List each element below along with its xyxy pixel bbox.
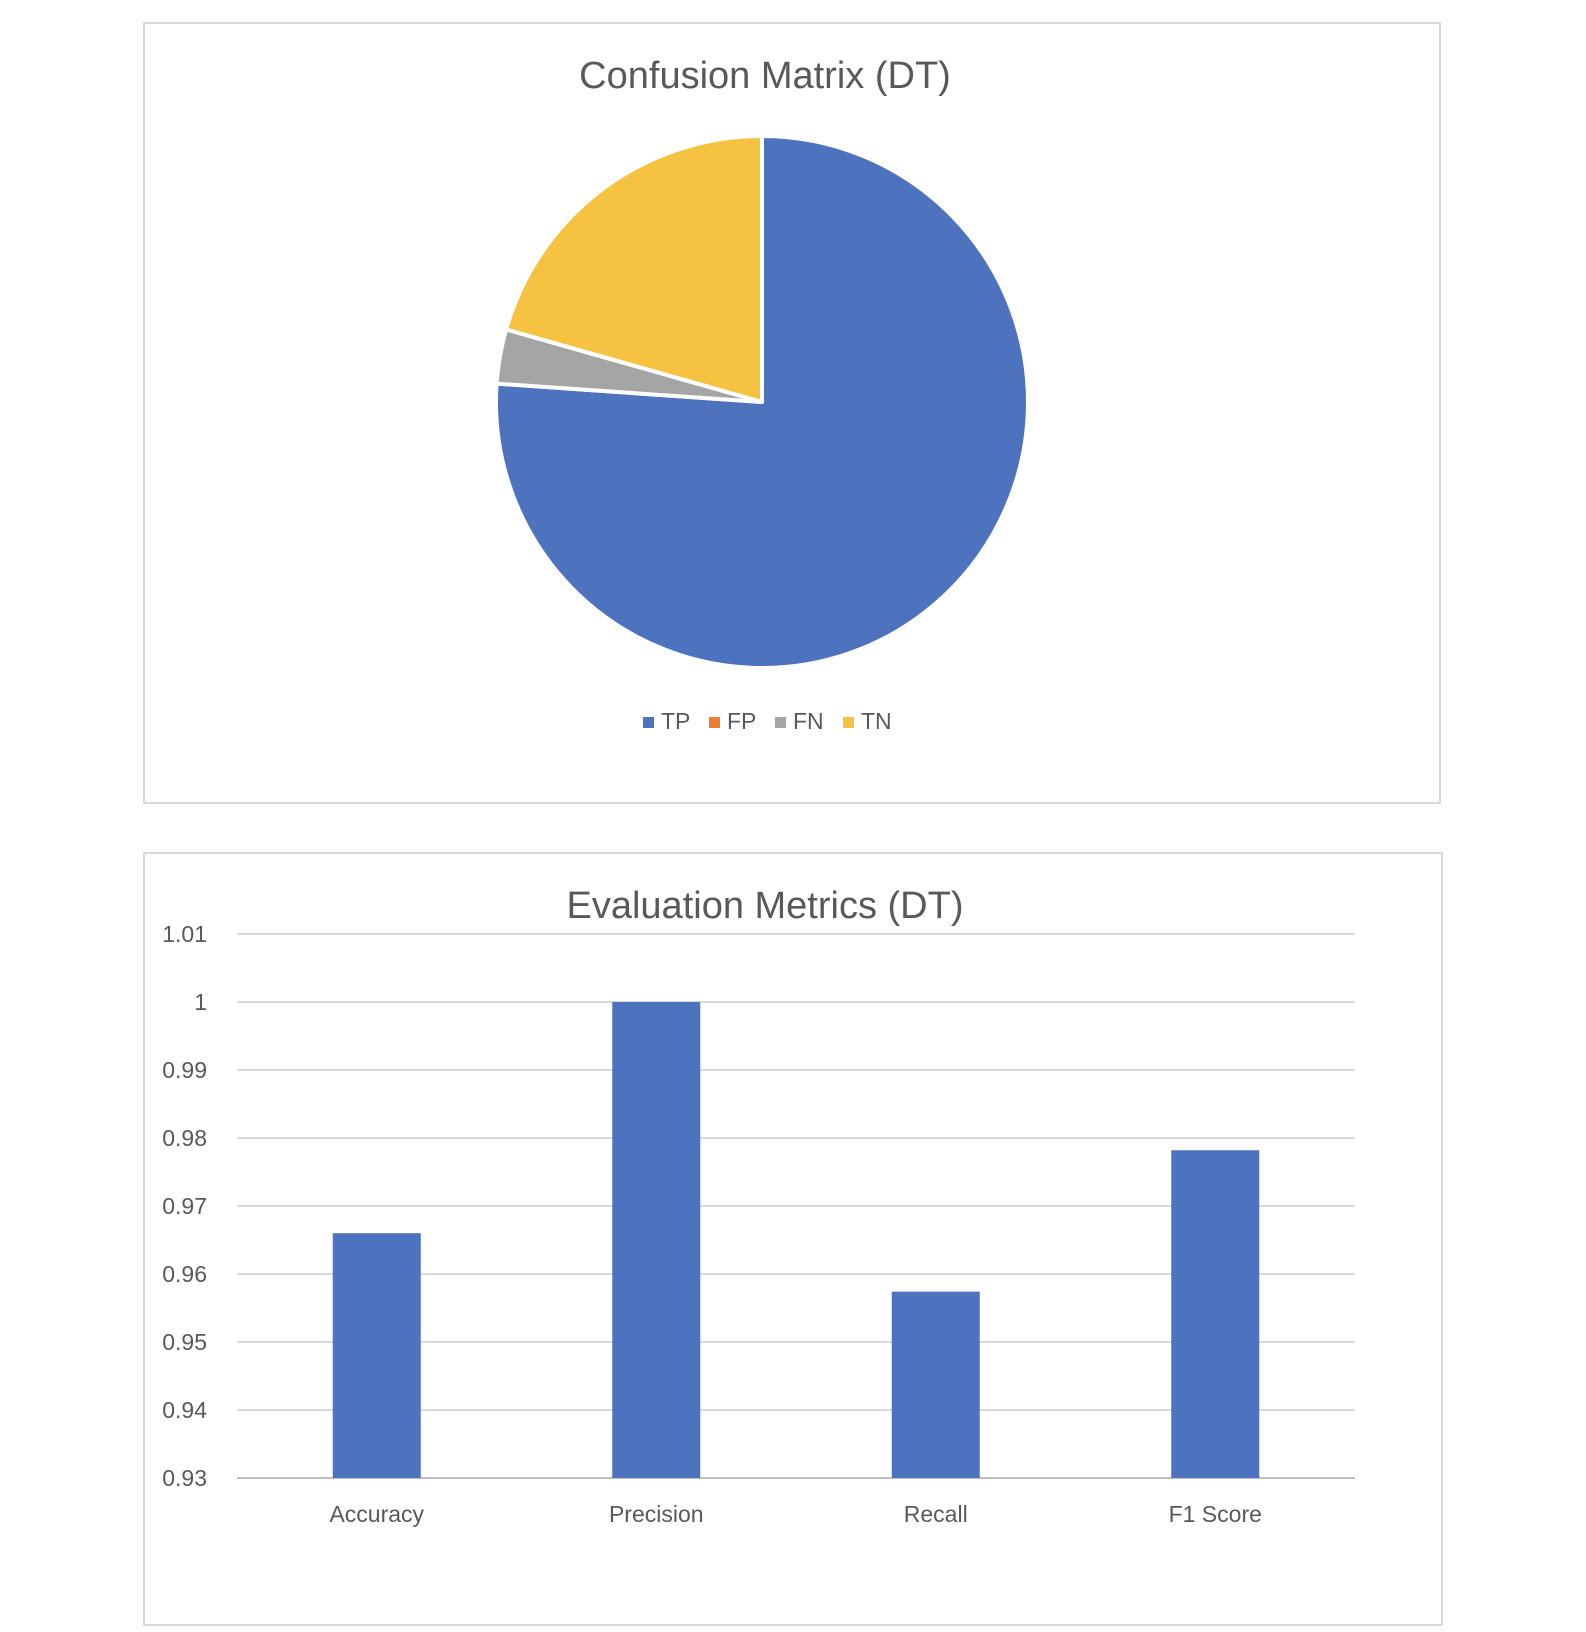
legend-swatch-tp: [643, 717, 654, 728]
legend-label-tp: TP: [661, 708, 690, 734]
y-tick-label: 0.94: [162, 1397, 207, 1423]
pie-chart-svg: Confusion Matrix (DT) TP FP FN TN: [494, 55, 1030, 734]
bar-y-ticks: 0.93 0.94 0.95 0.96 0.97 0.98 0.99 1 1.01: [162, 921, 207, 1491]
y-tick-label: 0.98: [162, 1125, 207, 1151]
legend-label-fn: FN: [793, 708, 824, 734]
y-tick-label: 0.99: [162, 1057, 207, 1083]
bar-precision: [612, 1002, 701, 1478]
bar-recall: [891, 1291, 980, 1478]
x-tick-label-precision: Precision: [609, 1501, 704, 1527]
legend-label-tn: TN: [861, 708, 892, 734]
pie-slices: [494, 134, 1030, 670]
bar-f1-score: [1171, 1150, 1260, 1478]
y-tick-label: 1.01: [162, 921, 207, 947]
legend-label-fp: FP: [727, 708, 756, 734]
legend-swatch-fn: [775, 717, 786, 728]
pie-slice-tn: [504, 134, 764, 404]
x-tick-label-recall: Recall: [904, 1501, 968, 1527]
bar-chart-svg: Evaluation Metrics (DT) 0.93 0.94 0.95 0.96…: [162, 885, 1355, 1527]
evaluation-metrics-chart: Evaluation Metrics (DT) 0.93 0.94 0.95 0.96…: [143, 852, 1443, 1626]
x-tick-label-f1-score: F1 Score: [1169, 1501, 1262, 1527]
bar-chart-title: Evaluation Metrics (DT): [567, 885, 964, 927]
confusion-matrix-chart: Confusion Matrix (DT) TP FP FN TN: [143, 22, 1441, 804]
y-tick-label: 1: [194, 989, 207, 1015]
bar-accuracy: [332, 1233, 421, 1478]
pie-legend: TP FP FN TN: [643, 708, 892, 734]
y-tick-label: 0.97: [162, 1193, 207, 1219]
y-tick-label: 0.96: [162, 1261, 207, 1287]
pie-chart-title: Confusion Matrix (DT): [579, 55, 951, 97]
bar-x-ticks: Accuracy Precision Recall F1 Score: [329, 1501, 1261, 1527]
legend-swatch-tn: [843, 717, 854, 728]
bar-series: [332, 1002, 1260, 1478]
bar-gridlines: [237, 933, 1355, 1479]
legend-swatch-fp: [709, 717, 720, 728]
y-tick-label: 0.95: [162, 1329, 207, 1355]
x-tick-label-accuracy: Accuracy: [329, 1501, 424, 1527]
y-tick-label: 0.93: [162, 1465, 207, 1491]
